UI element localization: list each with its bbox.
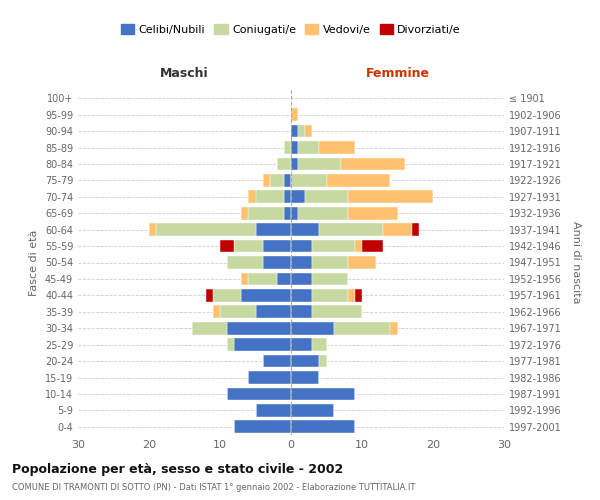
Bar [248,207,284,220]
Bar [256,190,284,203]
Bar [284,207,291,220]
Bar [220,240,234,252]
Bar [305,190,348,203]
Bar [291,190,305,203]
Bar [256,306,291,318]
Bar [291,371,319,384]
Y-axis label: Anni di nascita: Anni di nascita [571,221,581,304]
Bar [412,223,419,236]
Bar [313,272,348,285]
Y-axis label: Fasce di età: Fasce di età [29,230,39,296]
Bar [291,354,319,368]
Bar [206,289,213,302]
Bar [291,306,313,318]
Bar [291,388,355,400]
Bar [227,256,263,269]
Bar [348,190,433,203]
Bar [284,174,291,187]
Bar [248,272,277,285]
Bar [213,306,220,318]
Bar [291,174,326,187]
Bar [319,141,355,154]
Bar [284,141,291,154]
Bar [383,223,412,236]
Bar [220,306,256,318]
Bar [313,306,362,318]
Bar [291,289,313,302]
Bar [362,240,383,252]
Bar [291,108,298,121]
Bar [319,354,326,368]
Bar [291,223,319,236]
Bar [291,272,313,285]
Bar [234,240,263,252]
Bar [248,371,291,384]
Bar [263,354,291,368]
Legend: Celibi/Nubili, Coniugati/e, Vedovi/e, Divorziati/e: Celibi/Nubili, Coniugati/e, Vedovi/e, Di… [116,20,466,40]
Text: Femmine: Femmine [365,67,430,80]
Bar [319,223,383,236]
Bar [326,174,391,187]
Bar [291,207,298,220]
Bar [156,223,256,236]
Bar [277,272,291,285]
Text: Popolazione per età, sesso e stato civile - 2002: Popolazione per età, sesso e stato civil… [12,462,343,475]
Bar [263,240,291,252]
Bar [313,256,348,269]
Bar [298,158,341,170]
Bar [291,158,298,170]
Bar [334,322,391,334]
Bar [291,338,313,351]
Bar [191,322,227,334]
Bar [277,158,291,170]
Bar [227,388,291,400]
Bar [298,141,319,154]
Bar [305,124,313,138]
Bar [227,322,291,334]
Text: Maschi: Maschi [160,67,209,80]
Bar [291,256,313,269]
Bar [341,158,404,170]
Bar [313,240,355,252]
Bar [298,124,305,138]
Bar [256,404,291,417]
Bar [284,190,291,203]
Text: COMUNE DI TRAMONTI DI SOTTO (PN) - Dati ISTAT 1° gennaio 2002 - Elaborazione TUT: COMUNE DI TRAMONTI DI SOTTO (PN) - Dati … [12,482,415,492]
Bar [291,141,298,154]
Bar [241,289,291,302]
Bar [313,338,326,351]
Bar [291,124,298,138]
Bar [348,256,376,269]
Bar [348,289,355,302]
Bar [313,289,348,302]
Bar [391,322,398,334]
Bar [234,338,291,351]
Bar [241,272,248,285]
Bar [355,289,362,302]
Bar [263,174,270,187]
Bar [355,240,362,252]
Bar [241,207,248,220]
Bar [263,256,291,269]
Bar [348,207,398,220]
Bar [227,338,234,351]
Bar [291,404,334,417]
Bar [234,420,291,433]
Bar [149,223,156,236]
Bar [291,240,313,252]
Bar [298,207,348,220]
Bar [291,420,355,433]
Bar [213,289,241,302]
Bar [291,322,334,334]
Bar [248,190,256,203]
Bar [256,223,291,236]
Bar [270,174,284,187]
